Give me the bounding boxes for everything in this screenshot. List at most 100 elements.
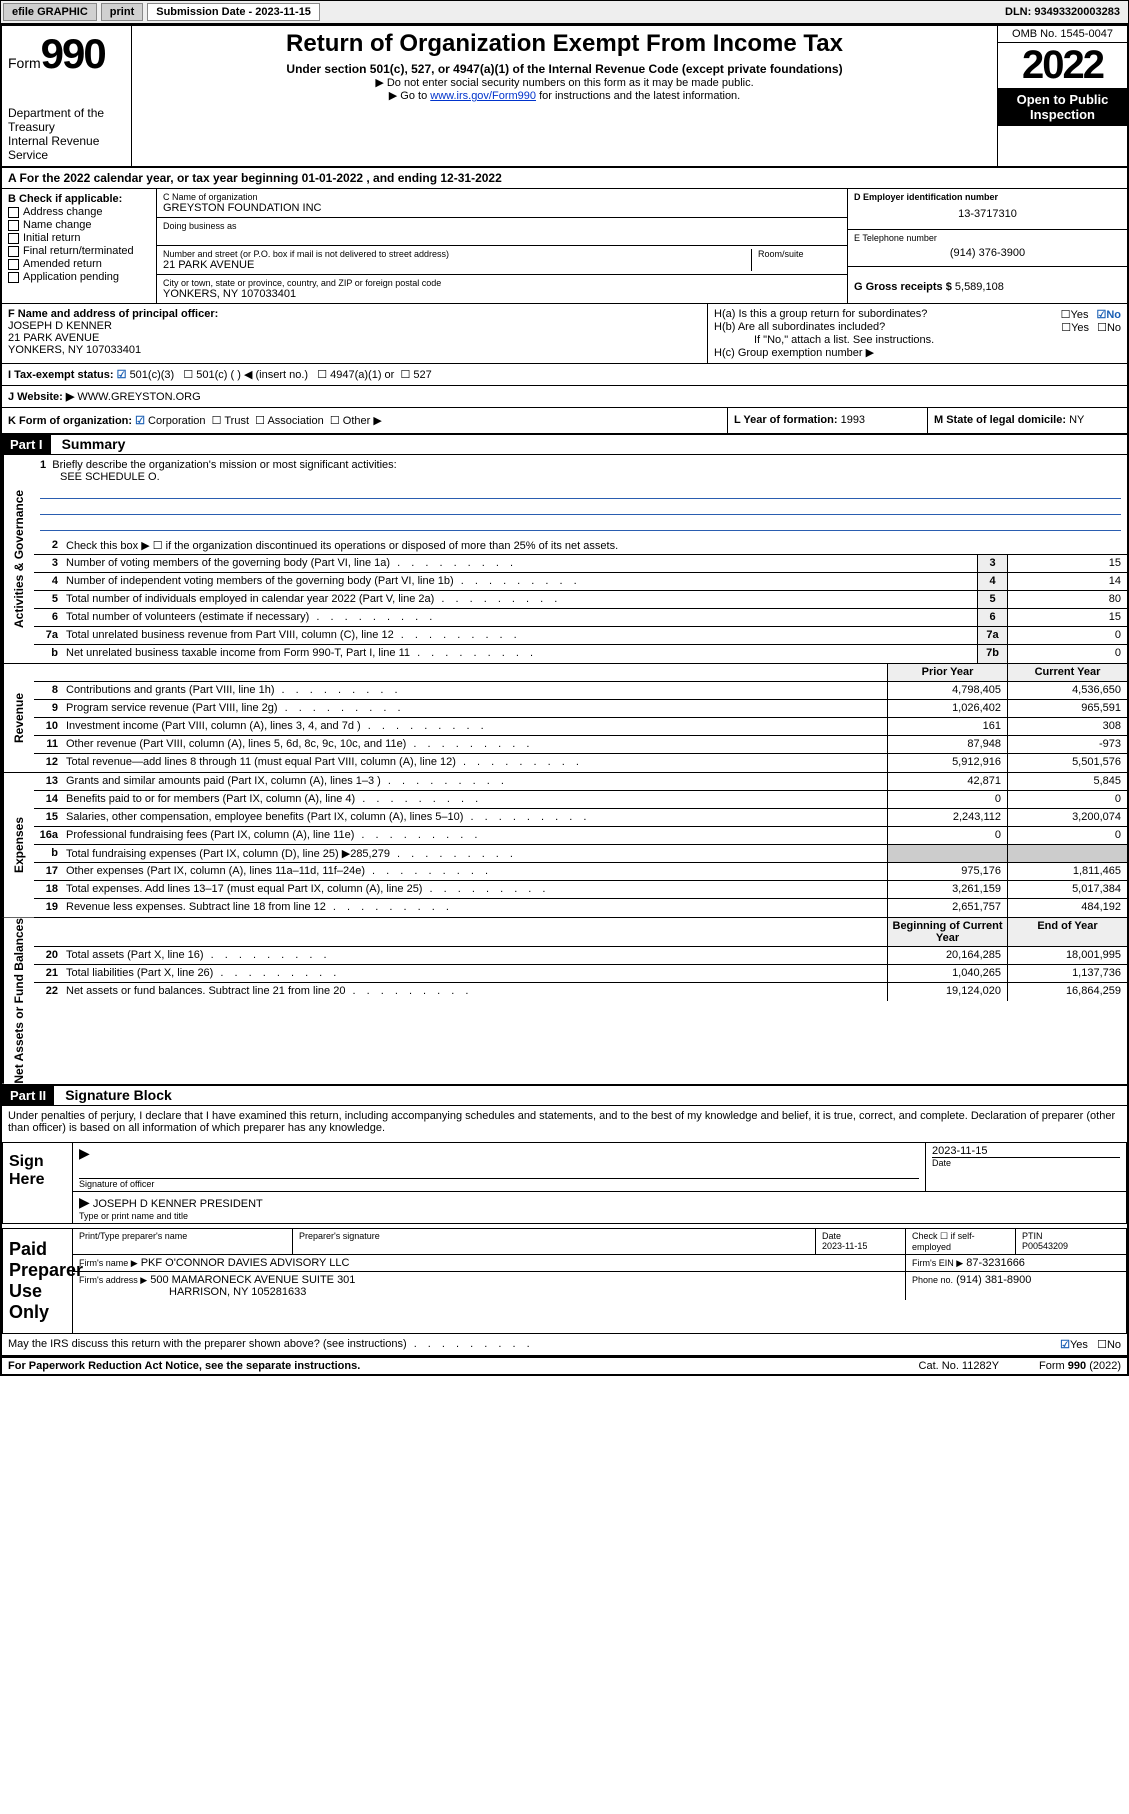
paid-preparer-table: Paid Preparer Use Only Print/Type prepar… xyxy=(2,1228,1127,1334)
firm-phone-value: (914) 381-8900 xyxy=(956,1274,1031,1286)
firm-ein-label: Firm's EIN ▶ xyxy=(912,1258,963,1268)
line-num: 17 xyxy=(34,863,62,880)
checkbox-icon[interactable] xyxy=(8,233,19,244)
current-year-value: 1,137,736 xyxy=(1007,965,1127,982)
summary-line: 16a Professional fundraising fees (Part … xyxy=(34,827,1127,845)
summary-line: 17 Other expenses (Part IX, column (A), … xyxy=(34,863,1127,881)
org-name-label: C Name of organization xyxy=(163,192,841,202)
form-title: Return of Organization Exempt From Incom… xyxy=(140,30,989,58)
row-a-tax-year: A For the 2022 calendar year, or tax yea… xyxy=(2,168,1127,189)
line-box: 6 xyxy=(977,609,1007,626)
print-btn[interactable]: print xyxy=(101,3,143,21)
q1-answer: SEE SCHEDULE O. xyxy=(40,471,1121,483)
prior-year-value: 3,261,159 xyxy=(887,881,1007,898)
chk-501c3[interactable]: ☑ xyxy=(117,369,127,381)
phone-value: (914) 376-3900 xyxy=(854,243,1121,263)
spacer xyxy=(62,664,887,681)
dept-treasury: Department of the Treasury xyxy=(8,106,125,134)
officer-addr1: 21 PARK AVENUE xyxy=(8,332,701,344)
dln-label: DLN: 93493320003283 xyxy=(1005,6,1126,18)
line-num: b xyxy=(34,645,62,663)
line-box: 3 xyxy=(977,555,1007,572)
prep-date-hdr: Date 2023-11-15 xyxy=(816,1229,906,1254)
assoc-label: Association xyxy=(267,415,323,427)
prior-year-value: 161 xyxy=(887,718,1007,735)
sig-date-label: Date xyxy=(932,1157,1120,1168)
sign-here-table: Sign Here ▶ Signature of officer 2023-11… xyxy=(2,1142,1127,1224)
summary-line: 20 Total assets (Part X, line 16) 20,164… xyxy=(34,947,1127,965)
current-year-value: 16,864,259 xyxy=(1007,983,1127,1001)
cell-street: Number and street (or P.O. box if mail i… xyxy=(157,246,847,275)
sidelabel-netassets: Net Assets or Fund Balances xyxy=(2,918,34,1084)
line-num: 19 xyxy=(34,899,62,917)
line-num: 5 xyxy=(34,591,62,608)
col-de: D Employer identification number 13-3717… xyxy=(847,189,1127,303)
page-footer: For Paperwork Reduction Act Notice, see … xyxy=(2,1357,1127,1374)
sig-date-cell: 2023-11-15 Date xyxy=(926,1143,1126,1191)
line-text: Total expenses. Add lines 13–17 (must eq… xyxy=(62,881,887,898)
line-text: Total unrelated business revenue from Pa… xyxy=(62,627,977,644)
irs-link[interactable]: www.irs.gov/Form990 xyxy=(430,90,536,102)
chk-final-return[interactable]: Final return/terminated xyxy=(8,245,150,257)
checkbox-icon[interactable] xyxy=(8,259,19,270)
yes-label: Yes xyxy=(1071,309,1089,321)
line-text: Total number of individuals employed in … xyxy=(62,591,977,608)
line-num: 10 xyxy=(34,718,62,735)
phone-label: E Telephone number xyxy=(854,233,1121,243)
current-year-value: 3,200,074 xyxy=(1007,809,1127,826)
efile-graphic-btn[interactable]: efile GRAPHIC xyxy=(3,3,97,21)
line-text: Total revenue—add lines 8 through 11 (mu… xyxy=(62,754,887,772)
checkbox-icon[interactable] xyxy=(8,220,19,231)
hb-no[interactable]: ☐No xyxy=(1097,321,1121,334)
part1-revenue: Revenue Prior Year Current Year 8 Contri… xyxy=(2,664,1127,773)
line-value: 14 xyxy=(1007,573,1127,590)
prep-header-row: Print/Type preparer's name Preparer's si… xyxy=(73,1229,1126,1255)
chk-initial-return[interactable]: Initial return xyxy=(8,232,150,244)
rule-line xyxy=(40,517,1121,531)
line-num: 18 xyxy=(34,881,62,898)
line-num: 6 xyxy=(34,609,62,626)
checkbox-icon[interactable] xyxy=(8,272,19,283)
prep-sig-hdr: Preparer's signature xyxy=(293,1229,816,1254)
ha-row: H(a) Is this a group return for subordin… xyxy=(714,308,1121,321)
form-word: Form xyxy=(8,55,41,71)
mission-block: 1 Briefly describe the organization's mi… xyxy=(34,455,1127,537)
discuss-yes[interactable]: ☑ xyxy=(1060,1339,1070,1351)
chk-corp[interactable]: ☑ xyxy=(135,415,145,427)
city-value: YONKERS, NY 107033401 xyxy=(163,288,841,300)
ha-no[interactable]: ☑No xyxy=(1096,308,1121,321)
line-num: 8 xyxy=(34,682,62,699)
summary-line: 22 Net assets or fund balances. Subtract… xyxy=(34,983,1127,1001)
chk-address-change[interactable]: Address change xyxy=(8,206,150,218)
line-text: Grants and similar amounts paid (Part IX… xyxy=(62,773,887,790)
no-label: No xyxy=(1107,1339,1121,1351)
sig-officer-cell: ▶ Signature of officer xyxy=(73,1143,926,1191)
ha-yes[interactable]: ☐Yes xyxy=(1061,308,1089,321)
chk-name-change[interactable]: Name change xyxy=(8,219,150,231)
hb-yes[interactable]: ☐Yes xyxy=(1061,321,1089,334)
firm-phone-label: Phone no. xyxy=(912,1275,953,1285)
line-num: 15 xyxy=(34,809,62,826)
line-num: 14 xyxy=(34,791,62,808)
summary-line: 11 Other revenue (Part VIII, column (A),… xyxy=(34,736,1127,754)
line-num: 4 xyxy=(34,573,62,590)
current-year-value: 965,591 xyxy=(1007,700,1127,717)
room-label: Room/suite xyxy=(758,249,841,259)
checkbox-icon[interactable] xyxy=(8,246,19,257)
prior-year-value: 2,651,757 xyxy=(887,899,1007,917)
line-text: Total assets (Part X, line 16) xyxy=(62,947,887,964)
prior-year-value: 2,243,112 xyxy=(887,809,1007,826)
part1-badge: Part I xyxy=(2,435,51,454)
efile-topbar: efile GRAPHIC print Submission Date - 20… xyxy=(0,0,1129,24)
chk-app-pending[interactable]: Application pending xyxy=(8,271,150,283)
arrow-icon: ▶ xyxy=(79,1145,90,1161)
cell-city: City or town, state or province, country… xyxy=(157,275,847,303)
chk-amended-return[interactable]: Amended return xyxy=(8,258,150,270)
line-num: 7a xyxy=(34,627,62,644)
527-label: 527 xyxy=(413,369,431,381)
line-box: 7a xyxy=(977,627,1007,644)
line-text: Net unrelated business taxable income fr… xyxy=(62,645,977,663)
col-c-org-info: C Name of organization GREYSTON FOUNDATI… xyxy=(157,189,847,303)
checkbox-icon[interactable] xyxy=(8,207,19,218)
summary-line: 8 Contributions and grants (Part VIII, l… xyxy=(34,682,1127,700)
